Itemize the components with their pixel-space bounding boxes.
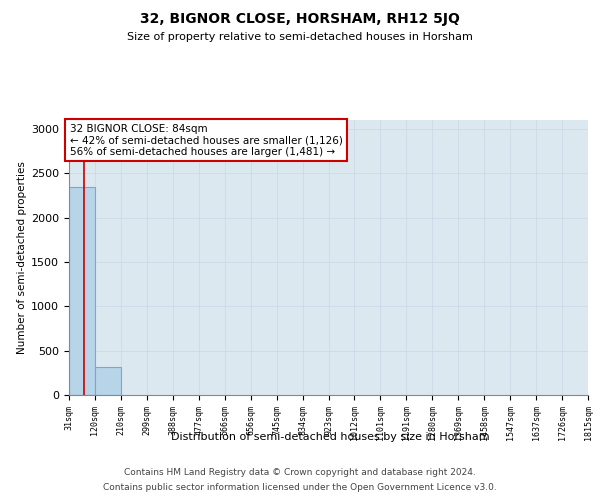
Text: Contains HM Land Registry data © Crown copyright and database right 2024.: Contains HM Land Registry data © Crown c… xyxy=(124,468,476,477)
Text: Distribution of semi-detached houses by size in Horsham: Distribution of semi-detached houses by … xyxy=(170,432,490,442)
Y-axis label: Number of semi-detached properties: Number of semi-detached properties xyxy=(17,161,27,354)
Text: 32, BIGNOR CLOSE, HORSHAM, RH12 5JQ: 32, BIGNOR CLOSE, HORSHAM, RH12 5JQ xyxy=(140,12,460,26)
Bar xyxy=(69,186,95,395)
Text: Size of property relative to semi-detached houses in Horsham: Size of property relative to semi-detach… xyxy=(127,32,473,42)
Text: Contains public sector information licensed under the Open Government Licence v3: Contains public sector information licen… xyxy=(103,483,497,492)
Bar xyxy=(95,366,121,395)
Text: 32 BIGNOR CLOSE: 84sqm
← 42% of semi-detached houses are smaller (1,126)
56% of : 32 BIGNOR CLOSE: 84sqm ← 42% of semi-det… xyxy=(70,124,343,156)
